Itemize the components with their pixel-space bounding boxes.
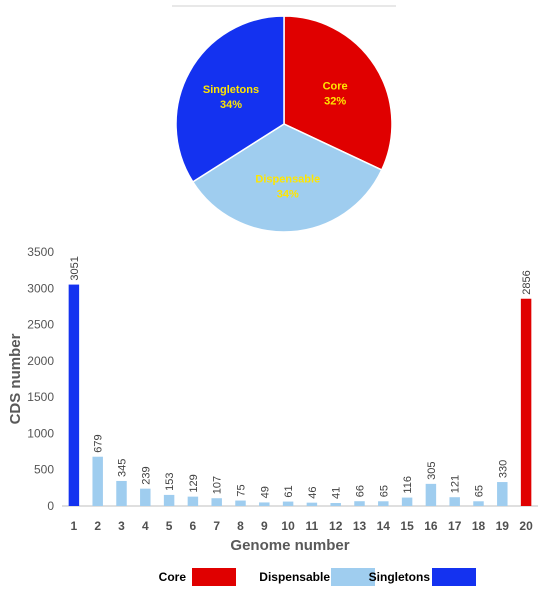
x-tick-label: 10: [281, 519, 295, 533]
bar-dispensable: [425, 483, 437, 506]
x-tick-label: 8: [237, 519, 244, 533]
pie-percent-core: 32%: [324, 96, 346, 108]
legend: Core Dispensable Singletons: [159, 568, 476, 586]
y-tick-label: 3500: [27, 245, 54, 259]
bar-data-label: 65: [474, 485, 486, 497]
x-tick-label: 12: [329, 519, 343, 533]
bar-dispensable: [211, 498, 222, 506]
bar-singletons: [68, 284, 80, 506]
x-tick-label: 14: [377, 519, 391, 533]
bar-dispensable: [401, 497, 413, 506]
bar-dispensable: [92, 456, 103, 506]
legend-label-core: Core: [159, 570, 187, 584]
bar-dispensable: [235, 500, 246, 506]
bar-core: [520, 298, 532, 506]
pie-chart: Core 32% Dispensable 34% Singletons 34%: [175, 15, 393, 233]
bar-data-label: 679: [93, 434, 105, 452]
x-tick-label: 11: [306, 519, 319, 533]
bar-dispensable: [330, 503, 341, 506]
bar-data-label: 46: [307, 486, 319, 498]
bars: 3051 679 345 239 153 129 107 75 49 61 46 41 66 65 116 3…: [68, 256, 533, 506]
bar-data-label: 330: [497, 460, 509, 478]
y-tick-label: 1000: [27, 426, 54, 440]
bar-data-label: 49: [259, 486, 271, 498]
bar-dispensable: [473, 501, 484, 506]
x-tick-label: 2: [94, 519, 101, 533]
bar-data-label: 3051: [69, 256, 81, 280]
pie-slice-core: [283, 15, 393, 171]
bar-data-label: 121: [450, 475, 462, 493]
bar-data-label: 305: [426, 462, 438, 480]
x-tick-label: 6: [190, 519, 197, 533]
legend-label-singletons: Singletons: [369, 570, 431, 584]
bar-dispensable: [163, 494, 175, 506]
legend-swatch-singletons: [432, 568, 476, 586]
x-tick-label: 9: [261, 519, 268, 533]
x-tick-label: 16: [424, 519, 438, 533]
bar-dispensable: [378, 501, 389, 506]
bar-data-label: 153: [164, 473, 176, 491]
bar-dispensable: [282, 501, 294, 506]
x-tick-label: 3: [118, 519, 125, 533]
x-tick-label: 7: [213, 519, 220, 533]
legend-swatch-dispensable: [331, 568, 375, 586]
x-tick-label: 19: [496, 519, 510, 533]
bar-dispensable: [306, 502, 318, 506]
y-tick-label: 3000: [27, 281, 54, 295]
bar-data-label: 65: [378, 485, 390, 497]
y-tick-label: 500: [34, 463, 54, 477]
pie-slice-singletons: [175, 15, 285, 183]
y-tick-label: 2500: [27, 318, 54, 332]
bar-dispensable: [259, 502, 270, 506]
bar-dispensable: [140, 488, 151, 506]
bar-dispensable: [449, 497, 460, 506]
y-axis-label: CDS number: [7, 333, 24, 424]
pie-label-core: Core: [323, 81, 348, 93]
pie-label-dispensable: Dispensable: [255, 173, 320, 185]
bar-data-label: 75: [236, 484, 248, 496]
bar-data-label: 41: [331, 487, 343, 499]
bar-data-label: 2856: [521, 270, 533, 294]
x-tick-label: 18: [472, 519, 486, 533]
bar-dispensable: [497, 482, 508, 506]
bar-dispensable: [187, 496, 199, 506]
pie-percent-singletons: 34%: [220, 99, 242, 111]
bar-data-label: 107: [212, 476, 224, 494]
x-tick-label: 15: [400, 519, 414, 533]
bar-data-label: 345: [117, 459, 129, 477]
x-tick-label: 17: [448, 519, 462, 533]
legend-swatch-core: [192, 568, 236, 586]
x-tick-label: 4: [142, 519, 149, 533]
bar-dispensable: [116, 480, 127, 506]
x-tick-label: 1: [71, 519, 78, 533]
bar-dispensable: [354, 501, 365, 506]
bar-data-label: 66: [355, 485, 367, 497]
y-tick-label: 0: [47, 499, 54, 513]
y-tick-label: 1500: [27, 390, 54, 404]
x-axis-label: Genome number: [230, 537, 349, 554]
x-tick-label: 5: [166, 519, 173, 533]
bar-data-label: 129: [188, 474, 200, 492]
x-tick-label: 20: [519, 519, 533, 533]
pie-percent-dispensable: 34%: [277, 188, 299, 200]
pie-slice-dispensable: [191, 123, 383, 233]
x-tick-label: 13: [353, 519, 367, 533]
y-tick-label: 2000: [27, 354, 54, 368]
bar-data-label: 116: [402, 476, 414, 494]
bar-data-label: 239: [140, 466, 152, 484]
bar-data-label: 61: [283, 485, 295, 497]
legend-label-dispensable: Dispensable: [259, 570, 330, 584]
pie-label-singletons: Singletons: [203, 84, 259, 96]
